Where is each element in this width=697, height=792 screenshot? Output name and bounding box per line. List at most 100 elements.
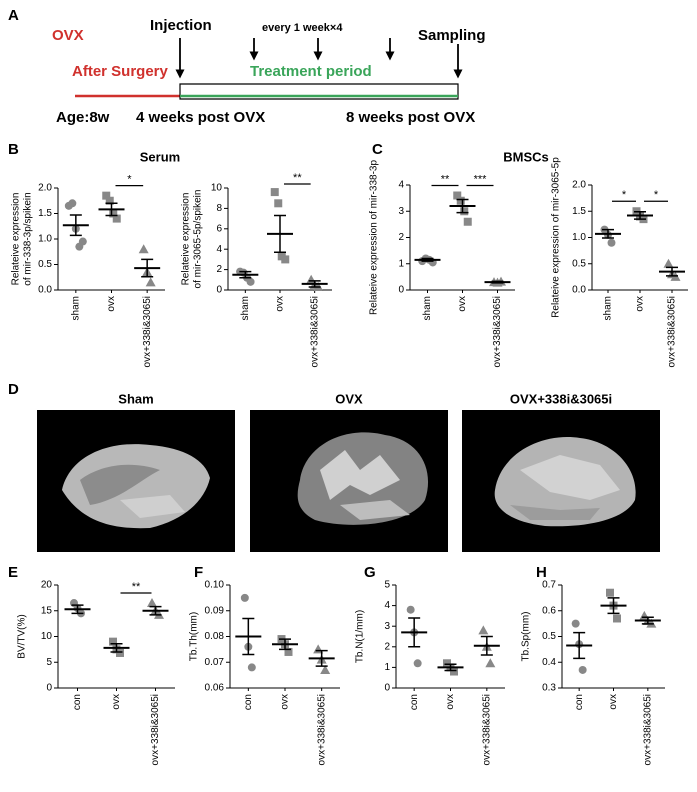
data-point xyxy=(485,658,496,668)
y-tick-label: 2.0 xyxy=(38,183,52,194)
data-point xyxy=(453,191,462,200)
y-tick-label: 2 xyxy=(384,641,390,652)
y-tick-label: 15 xyxy=(41,605,53,616)
y-axis-label: Relateive expression xyxy=(181,193,192,286)
y-tick-label: 1.0 xyxy=(38,234,52,245)
y-axis-label: Relateive expression of mir-338-3p xyxy=(369,160,380,316)
data-point xyxy=(413,659,422,668)
significance-label: ** xyxy=(293,172,302,184)
injection-label: Injection xyxy=(150,17,212,34)
microct-image xyxy=(250,410,448,552)
y-tick-label: 10 xyxy=(211,183,223,194)
error-bar xyxy=(444,663,457,672)
data-point xyxy=(646,618,657,628)
data-point xyxy=(78,237,87,246)
image-title: OVX xyxy=(335,391,363,406)
data-point xyxy=(456,196,465,205)
x-tick-label: ovx+338i&3065i xyxy=(642,694,653,765)
significance-label: ** xyxy=(132,581,141,593)
y-axis-label: BV/TV(%) xyxy=(17,614,28,658)
treatment-box xyxy=(179,83,459,100)
panel-letter: A xyxy=(8,7,19,24)
y-tick-label: 1 xyxy=(384,662,390,673)
error-bar xyxy=(149,605,162,616)
y-tick-label: 1.0 xyxy=(572,232,586,243)
error-bar xyxy=(573,631,586,660)
x-tick-label: con xyxy=(243,694,254,710)
x-tick-label: ovx xyxy=(280,694,291,710)
y-axis-label: Relateive expression of mir-3065-5p xyxy=(551,157,562,318)
x-tick-label: sham xyxy=(70,296,81,320)
y-axis-label: Tb.Th(mm) xyxy=(189,612,200,661)
data-point xyxy=(240,593,249,602)
x-tick-label: ovx+338i&3065i xyxy=(481,694,492,765)
y-tick-label: 2 xyxy=(216,264,222,275)
data-point xyxy=(613,614,621,623)
y-tick-label: 2 xyxy=(398,232,404,243)
y-tick-label: 1.5 xyxy=(38,208,52,219)
data-point xyxy=(102,191,111,200)
image-title: OVX+338i&3065i xyxy=(510,391,612,406)
x-tick-label: ovx xyxy=(635,296,646,312)
y-tick-label: 0.0 xyxy=(38,285,52,296)
y-tick-label: 4 xyxy=(216,244,222,255)
data-point xyxy=(247,663,256,672)
error-bar xyxy=(315,649,328,667)
data-point xyxy=(607,238,616,247)
error-bar xyxy=(239,270,252,279)
y-tick-label: 8 xyxy=(216,203,222,214)
data-point xyxy=(450,667,458,676)
y-tick-label: 0.5 xyxy=(542,631,556,642)
data-point xyxy=(284,647,293,656)
significance-label: * xyxy=(654,189,659,201)
y-tick-label: 0.7 xyxy=(542,580,556,591)
y-axis-label: of mir-3065-5p/spikein xyxy=(193,190,204,289)
data-point xyxy=(463,217,472,226)
y-tick-label: 0 xyxy=(384,683,390,694)
y-tick-label: 0 xyxy=(216,285,222,296)
significance-label: * xyxy=(127,174,132,186)
x-tick-label: ovx+338i&3065i xyxy=(142,296,153,367)
x-tick-label: ovx xyxy=(106,296,117,312)
data-point xyxy=(320,664,331,674)
y-axis-label: of mir-338-3p/spikein xyxy=(23,192,34,285)
y-tick-label: 5 xyxy=(384,580,390,591)
y-axis-label: Relateive expression xyxy=(11,193,22,286)
y-tick-label: 0.0 xyxy=(572,285,586,296)
x-tick-label: ovx xyxy=(445,694,456,710)
error-bar xyxy=(421,257,434,262)
panel-letter: G xyxy=(364,564,376,581)
data-point xyxy=(109,209,118,218)
panel-letter: E xyxy=(8,564,18,581)
data-point xyxy=(406,605,415,614)
significance-label: * xyxy=(622,189,627,201)
x-tick-label: ovx+338i&3065i xyxy=(492,296,503,367)
x-tick-label: ovx+338i&3065i xyxy=(309,296,320,367)
x-tick-label: con xyxy=(574,694,585,710)
image-title: Sham xyxy=(118,391,153,406)
data-point xyxy=(109,637,117,646)
y-tick-label: 0.07 xyxy=(205,657,225,668)
y-tick-label: 0.09 xyxy=(205,605,225,616)
x-tick-label: sham xyxy=(240,296,251,320)
data-point xyxy=(460,207,469,216)
data-point xyxy=(105,196,114,205)
after-surgery-label: After Surgery xyxy=(72,63,169,80)
error-bar xyxy=(110,642,123,653)
data-point xyxy=(578,665,587,674)
y-tick-label: 0.08 xyxy=(205,631,225,642)
y-tick-label: 10 xyxy=(41,631,53,642)
x-tick-label: sham xyxy=(603,296,614,320)
error-bar xyxy=(491,280,504,284)
data-point xyxy=(281,255,290,264)
panel-letter: C xyxy=(372,141,383,158)
y-tick-label: 4 xyxy=(398,180,404,191)
data-point xyxy=(112,214,121,223)
x-tick-label: ovx+338i&3065i xyxy=(316,694,327,765)
data-point xyxy=(138,244,149,254)
data-point xyxy=(478,625,489,635)
x-tick-label: ovx xyxy=(608,694,619,710)
panel-letter: B xyxy=(8,141,19,158)
age-label: Age:8w xyxy=(56,109,110,126)
